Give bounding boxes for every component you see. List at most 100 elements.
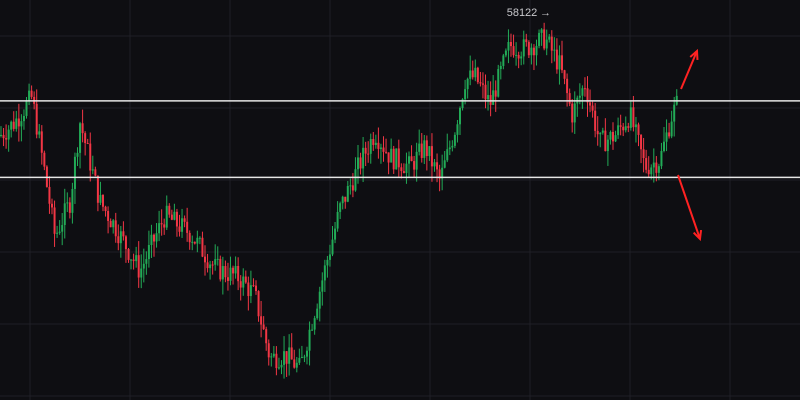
candle-body bbox=[112, 220, 115, 228]
candle-body bbox=[446, 149, 449, 161]
candle-body bbox=[91, 169, 94, 171]
candle-body bbox=[336, 211, 339, 229]
candle-body bbox=[405, 163, 408, 173]
candle-body bbox=[40, 131, 43, 153]
candle-body bbox=[86, 143, 89, 145]
candle-body bbox=[418, 143, 421, 152]
candle-body bbox=[400, 167, 403, 172]
candle-body bbox=[63, 203, 66, 226]
candle-body bbox=[469, 70, 472, 79]
candle-body bbox=[476, 67, 479, 83]
candle-body bbox=[331, 239, 334, 255]
candle-body bbox=[548, 36, 551, 40]
candle-body bbox=[601, 130, 604, 133]
candle-body bbox=[127, 249, 130, 260]
candle-body bbox=[109, 220, 112, 228]
candle-body bbox=[525, 39, 528, 43]
candle-body bbox=[232, 267, 235, 274]
candle-body bbox=[66, 202, 69, 204]
candle-body bbox=[471, 70, 474, 78]
candle-body bbox=[385, 151, 388, 153]
candle-body bbox=[538, 32, 541, 46]
candle-body bbox=[323, 265, 326, 281]
candle-body bbox=[629, 107, 632, 128]
candle-body bbox=[130, 259, 133, 261]
candle-body bbox=[504, 50, 507, 56]
candle-body bbox=[530, 47, 533, 56]
candle-body bbox=[451, 145, 454, 148]
candle-body bbox=[527, 42, 530, 56]
candle-body bbox=[145, 259, 148, 264]
candle-body bbox=[242, 276, 245, 288]
candle-body bbox=[382, 147, 385, 152]
candle-body bbox=[663, 141, 665, 152]
arrow-up-shaft bbox=[680, 50, 698, 90]
candle-body bbox=[571, 103, 574, 123]
candle-body bbox=[507, 41, 510, 51]
candle-body bbox=[369, 139, 372, 154]
candle-body bbox=[349, 185, 352, 187]
candle-body bbox=[30, 90, 33, 97]
candle-body bbox=[168, 205, 171, 215]
candle-body bbox=[249, 285, 252, 297]
candle-body bbox=[73, 156, 76, 189]
candle-body bbox=[119, 231, 122, 244]
candle-body bbox=[285, 351, 288, 364]
candle-body bbox=[568, 93, 571, 104]
candle-body bbox=[535, 45, 538, 56]
candle-body bbox=[328, 254, 331, 260]
candle-body bbox=[321, 280, 324, 292]
candle-body bbox=[257, 291, 260, 317]
candle-body bbox=[339, 203, 342, 212]
candle-body bbox=[655, 162, 658, 173]
candle-body bbox=[657, 166, 660, 173]
candle-body bbox=[96, 175, 99, 203]
candle-body bbox=[492, 90, 495, 105]
candle-body bbox=[122, 231, 125, 237]
candle-body bbox=[520, 56, 523, 59]
candle-body bbox=[563, 70, 566, 79]
candle-body bbox=[137, 255, 140, 278]
candle-body bbox=[392, 148, 395, 170]
candle-body bbox=[379, 147, 382, 149]
candle-body bbox=[461, 99, 464, 108]
candle-body bbox=[612, 131, 614, 142]
candle-body bbox=[234, 265, 237, 274]
candle-body bbox=[239, 281, 242, 288]
candle-body bbox=[0, 134, 2, 136]
candle-body bbox=[76, 152, 79, 157]
candle-body bbox=[237, 265, 240, 282]
candle-body bbox=[377, 142, 380, 149]
candle-body bbox=[68, 202, 71, 213]
candle-body bbox=[665, 132, 668, 142]
candle-body bbox=[2, 134, 5, 139]
candle-body bbox=[517, 54, 520, 59]
candle-body bbox=[186, 221, 189, 233]
candle-body bbox=[206, 262, 209, 269]
candle-body bbox=[290, 347, 293, 360]
candle-body bbox=[660, 151, 663, 167]
candle-body bbox=[443, 160, 446, 168]
candle-body bbox=[591, 105, 594, 111]
candle-body bbox=[178, 226, 181, 232]
candle-body bbox=[311, 329, 314, 331]
candle-body bbox=[341, 196, 344, 204]
candle-body bbox=[647, 169, 650, 175]
candle-body bbox=[540, 29, 543, 33]
candle-body bbox=[277, 367, 280, 369]
candle-body bbox=[163, 224, 166, 228]
candle-body bbox=[586, 88, 589, 103]
candle-body bbox=[433, 162, 436, 167]
candle-body bbox=[599, 132, 602, 135]
candle-body bbox=[494, 90, 497, 97]
candle-body bbox=[362, 147, 365, 169]
candle-body bbox=[423, 140, 426, 158]
candle-body bbox=[20, 121, 23, 127]
candle-body bbox=[627, 126, 630, 128]
candle-body bbox=[5, 138, 8, 140]
candle-body bbox=[553, 49, 556, 51]
candle-body bbox=[117, 236, 120, 244]
candle-body bbox=[438, 169, 441, 179]
chart-annotations: 58122 → bbox=[507, 7, 551, 19]
candle-body bbox=[265, 329, 268, 344]
